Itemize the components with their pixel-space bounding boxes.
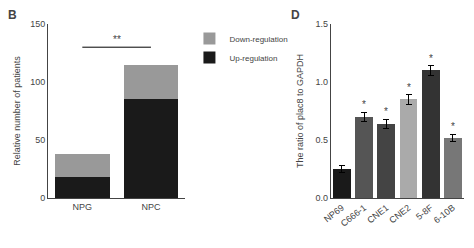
svg-text:1.5: 1.5 <box>316 19 329 29</box>
svg-text:*: * <box>407 82 411 93</box>
svg-text:Up-regulation: Up-regulation <box>229 54 277 63</box>
svg-text:0.5: 0.5 <box>316 135 329 145</box>
svg-text:150: 150 <box>30 19 45 29</box>
svg-text:CNE1: CNE1 <box>365 203 390 226</box>
svg-text:5-8F: 5-8F <box>414 202 435 222</box>
svg-text:50: 50 <box>35 135 45 145</box>
svg-text:Down-regulation: Down-regulation <box>229 35 287 44</box>
svg-text:NPG: NPG <box>73 202 93 212</box>
svg-text:D: D <box>291 8 300 22</box>
svg-text:6-10B: 6-10B <box>432 203 457 226</box>
svg-text:1.0: 1.0 <box>316 77 329 87</box>
svg-text:B: B <box>8 8 17 22</box>
svg-text:CNE2: CNE2 <box>387 203 412 226</box>
svg-text:0.0: 0.0 <box>316 193 329 203</box>
svg-text:*: * <box>451 121 455 132</box>
svg-text:*: * <box>362 99 366 110</box>
svg-text:**: ** <box>113 34 121 45</box>
svg-text:NP69: NP69 <box>322 203 346 225</box>
svg-text:The ratio of plac8 to GAPDH: The ratio of plac8 to GAPDH <box>295 54 305 168</box>
svg-text:Relative number of patients: Relative number of patients <box>12 56 22 166</box>
svg-text:*: * <box>384 106 388 117</box>
svg-text:NPC: NPC <box>141 202 161 212</box>
svg-text:*: * <box>429 53 433 64</box>
svg-text:0: 0 <box>40 193 45 203</box>
svg-text:C666-1: C666-1 <box>339 203 368 229</box>
svg-text:100: 100 <box>30 77 45 87</box>
